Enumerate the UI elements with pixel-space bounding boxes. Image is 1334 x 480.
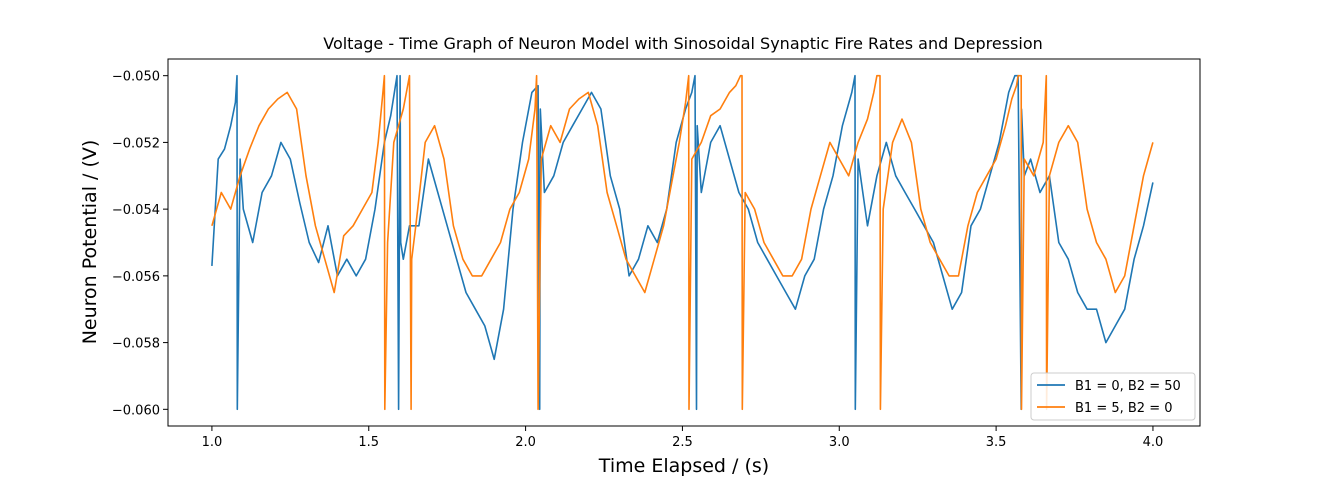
legend-box bbox=[1030, 372, 1196, 421]
x-axis-label: Time Elapsed / (s) bbox=[598, 455, 769, 477]
y-tick-label: −0.058 bbox=[112, 337, 160, 352]
x-tick-label: 2.0 bbox=[515, 435, 536, 450]
x-axis-ticks: 1.0 1.5 2.0 2.5 3.0 3.5 4.0 bbox=[202, 426, 1164, 450]
chart-title: Voltage - Time Graph of Neuron Model wit… bbox=[323, 34, 1043, 53]
x-tick-label: 3.0 bbox=[829, 435, 850, 450]
y-tick-label: −0.054 bbox=[112, 203, 160, 218]
legend: B1 = 0, B2 = 50 B1 = 5, B2 = 0 bbox=[1030, 372, 1196, 421]
x-tick-label: 1.0 bbox=[202, 435, 223, 450]
x-tick-label: 2.5 bbox=[672, 435, 693, 450]
legend-label-1: B1 = 0, B2 = 50 bbox=[1075, 379, 1181, 394]
series-line-2 bbox=[211, 74, 1154, 411]
y-tick-label: −0.060 bbox=[112, 403, 160, 418]
legend-label-2: B1 = 5, B2 = 0 bbox=[1075, 401, 1173, 416]
y-axis-ticks: −0.060 −0.058 −0.056 −0.054 −0.052 −0.050 bbox=[112, 70, 168, 418]
series-line-1 bbox=[211, 74, 1154, 411]
x-tick-label: 3.5 bbox=[986, 435, 1007, 450]
plot-area bbox=[168, 59, 1200, 426]
plot-frame bbox=[167, 58, 1201, 427]
x-tick-label: 4.0 bbox=[1143, 435, 1164, 450]
y-axis-label: Neuron Potential / (V) bbox=[79, 140, 101, 345]
y-tick-label: −0.056 bbox=[112, 270, 160, 285]
y-tick-label: −0.050 bbox=[112, 70, 160, 85]
y-tick-label: −0.052 bbox=[112, 136, 160, 151]
x-tick-label: 1.5 bbox=[358, 435, 379, 450]
series-group bbox=[211, 74, 1154, 411]
